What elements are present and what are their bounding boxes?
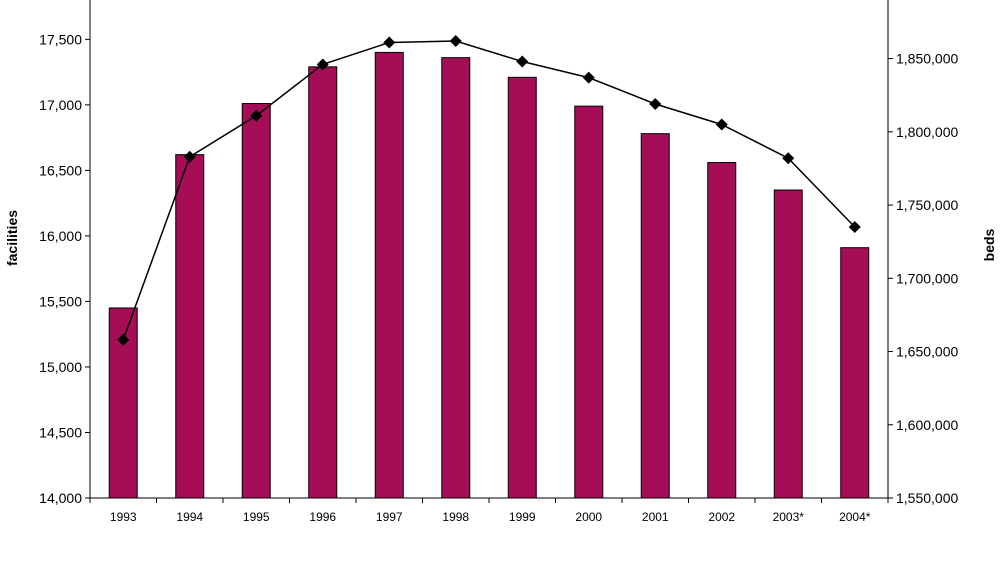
bar bbox=[707, 162, 737, 499]
x-ticks: 1993 1994 1995 1996 1997 1998 1999 2000 2001 2002… bbox=[89, 498, 889, 524]
x-tick-label: 1996 bbox=[309, 510, 336, 524]
line-point bbox=[117, 333, 130, 346]
right-axis-title: beds bbox=[981, 228, 997, 261]
x-tick-label: 1993 bbox=[110, 510, 137, 524]
bar bbox=[840, 247, 870, 499]
left-tick-label: 14,000 bbox=[39, 490, 82, 506]
bar bbox=[773, 189, 803, 499]
bar bbox=[574, 105, 604, 499]
series-line bbox=[122, 40, 856, 341]
left-tick-label: 15,000 bbox=[39, 359, 82, 375]
line-point bbox=[782, 152, 795, 165]
bar bbox=[241, 103, 271, 499]
x-tick-label: 1995 bbox=[243, 510, 270, 524]
x-tick-label: 1994 bbox=[176, 510, 203, 524]
x-tick-label: 2004* bbox=[839, 510, 871, 524]
x-tick-label: 2003* bbox=[773, 510, 805, 524]
right-tick-label: 1,650,000 bbox=[896, 344, 958, 360]
line-point bbox=[582, 71, 595, 84]
x-tick-label: 2000 bbox=[575, 510, 602, 524]
x-tick-label: 1999 bbox=[509, 510, 536, 524]
x-tick-label: 2002 bbox=[708, 510, 735, 524]
right-tick-label: 1,600,000 bbox=[896, 417, 958, 433]
left-y-ticks: 14,000 14,500 15,000 15,500 16,000 16,500 17,0… bbox=[39, 31, 90, 506]
line-series bbox=[117, 35, 861, 346]
left-tick-label: 14,500 bbox=[39, 424, 82, 440]
x-tick-label: 1997 bbox=[376, 510, 403, 524]
right-y-ticks: 1,550,000 1,600,000 1,650,000 1,700,000 1,75… bbox=[888, 51, 958, 506]
left-tick-label: 16,000 bbox=[39, 228, 82, 244]
bar bbox=[308, 66, 338, 499]
bar bbox=[441, 57, 471, 499]
left-tick-label: 17,000 bbox=[39, 97, 82, 113]
line-point bbox=[383, 36, 396, 49]
bar bbox=[175, 154, 205, 499]
x-tick-label: 1998 bbox=[442, 510, 469, 524]
right-tick-label: 1,550,000 bbox=[896, 490, 958, 506]
line-point bbox=[516, 55, 529, 68]
bar-series bbox=[108, 51, 870, 499]
bar bbox=[640, 133, 670, 499]
left-tick-label: 17,500 bbox=[39, 31, 82, 47]
right-tick-label: 1,800,000 bbox=[896, 124, 958, 140]
line-point bbox=[250, 109, 263, 122]
right-tick-label: 1,850,000 bbox=[896, 51, 958, 67]
bar bbox=[507, 76, 537, 499]
line-point bbox=[316, 58, 329, 71]
line-point bbox=[183, 150, 196, 163]
x-tick-label: 2001 bbox=[642, 510, 669, 524]
line-point bbox=[848, 221, 861, 234]
line-point bbox=[649, 97, 662, 110]
line-point bbox=[715, 118, 728, 131]
left-tick-label: 15,500 bbox=[39, 293, 82, 309]
left-axis-title: facilities bbox=[4, 210, 20, 266]
left-tick-label: 16,500 bbox=[39, 162, 82, 178]
bar bbox=[374, 51, 404, 499]
line-point bbox=[449, 35, 462, 48]
axes bbox=[89, 0, 889, 499]
right-tick-label: 1,750,000 bbox=[896, 197, 958, 213]
right-tick-label: 1,700,000 bbox=[896, 270, 958, 286]
